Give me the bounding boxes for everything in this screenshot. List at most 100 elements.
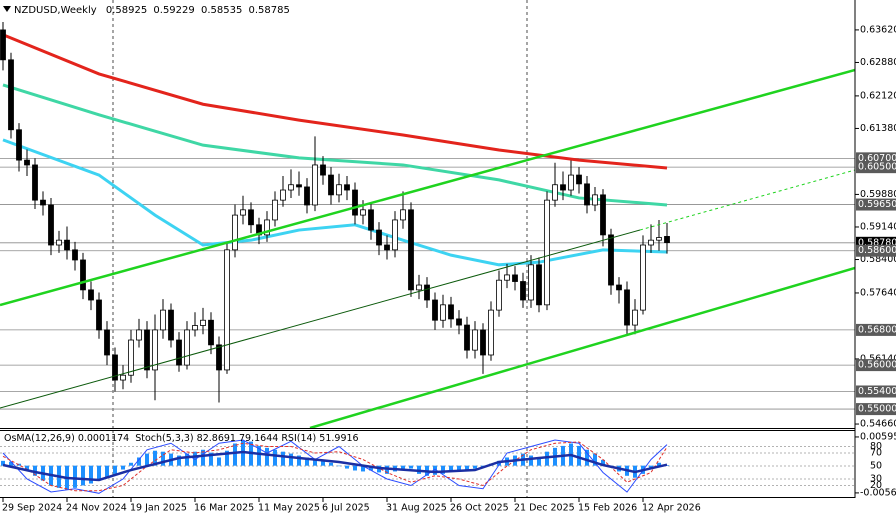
candle-body — [584, 183, 590, 206]
y-tick-label: -0.00565 — [860, 487, 896, 498]
candle-body — [648, 239, 654, 246]
candle-body — [168, 309, 174, 341]
indicator-line — [2, 441, 668, 492]
candle-body — [576, 174, 582, 185]
candle-body — [592, 194, 598, 206]
osma-bar — [97, 465, 101, 481]
osma-last: 0.0001174 — [78, 433, 129, 444]
candle-body — [200, 319, 206, 326]
osma-bar — [465, 465, 469, 470]
y2-tick-label: 70 — [870, 448, 882, 459]
indicator-panel — [0, 430, 855, 497]
candle-body — [560, 184, 566, 191]
candle-body — [360, 209, 366, 216]
osma-bar — [129, 462, 133, 466]
last-close: 0.58785 — [249, 5, 290, 16]
candle-body — [224, 249, 230, 371]
osma-bar — [137, 457, 141, 466]
y-tick-label: 0.54660 — [860, 419, 896, 430]
symbol: NZDUSD,Weekly — [14, 5, 97, 16]
candle-body — [280, 189, 286, 201]
candle-body — [528, 264, 534, 301]
candle-body — [88, 289, 94, 301]
osma-bar — [233, 443, 237, 466]
candle-body — [464, 324, 470, 351]
candle-body — [424, 284, 430, 301]
x-tick-label: 15 Feb 2026 — [578, 503, 637, 514]
candle-body — [136, 329, 142, 341]
candle-body — [112, 354, 118, 381]
osma-bar — [345, 465, 349, 469]
candle-body — [72, 249, 78, 261]
candle-body — [16, 129, 22, 161]
candle-body — [480, 329, 486, 356]
osma-name: OsMA(12,26,9) — [4, 433, 75, 444]
level-label: 0.55000 — [858, 404, 896, 415]
candle-body — [616, 284, 622, 291]
osma-bar — [225, 450, 229, 466]
stoch-name: Stoch(5,3,3) — [135, 433, 193, 444]
candle-body — [568, 174, 574, 191]
candle-body — [8, 59, 14, 131]
candle-body — [320, 164, 326, 176]
osma-bar — [473, 465, 477, 469]
candle-body — [336, 184, 342, 196]
osma-bar — [153, 450, 157, 466]
candle-body — [48, 204, 54, 246]
osma-bar — [601, 459, 605, 466]
last-low: 0.58535 — [201, 5, 242, 16]
osma-bar — [17, 463, 21, 466]
candle-body — [288, 184, 294, 191]
osma-bar — [9, 461, 13, 466]
osma-bar — [585, 449, 589, 466]
candle-body — [456, 318, 462, 326]
candle-body — [512, 274, 518, 282]
osma-bar — [305, 457, 309, 466]
y2-tick-label: 80 — [870, 441, 882, 452]
candle-body — [144, 329, 150, 371]
candle-body — [176, 339, 182, 366]
osma-bar — [113, 465, 117, 474]
osma-bar — [457, 465, 461, 471]
candle-body — [368, 209, 374, 231]
level-label-bg — [856, 244, 896, 257]
level-label: 0.60700 — [858, 153, 896, 164]
candle-body — [656, 237, 662, 241]
x-tick-label: 29 Sep 2024 — [2, 503, 62, 514]
chart-header: NZDUSD,Weekly 0.58925 0.59229 0.58535 0.… — [14, 5, 290, 16]
x-tick-label: 31 Aug 2025 — [386, 503, 447, 514]
candle-body — [312, 164, 318, 206]
level-label-bg — [856, 198, 896, 211]
candle-body — [408, 209, 414, 291]
trend-line — [309, 266, 855, 428]
candle-body — [664, 236, 670, 243]
level-label-bg — [856, 359, 896, 372]
stoch-d-last: 79.1644 — [239, 433, 278, 444]
trend-lines — [0, 68, 855, 428]
x-tick-label: 6 Jul 2025 — [322, 503, 370, 514]
candle-body — [392, 219, 398, 251]
candle-body — [264, 219, 270, 236]
osma-bar — [81, 465, 85, 486]
trend-line — [0, 68, 855, 307]
candle-body — [32, 164, 38, 201]
osma-bar — [281, 451, 285, 466]
candle-body — [416, 284, 422, 291]
x-tick-label: 11 May 2025 — [258, 503, 320, 514]
candle-body — [0, 29, 6, 61]
candle-body — [248, 209, 254, 226]
candle-body — [40, 199, 46, 206]
x-tick-label: 21 Dec 2025 — [514, 503, 575, 514]
osma-bar — [265, 447, 269, 466]
osma-bar — [177, 455, 181, 466]
osma-bar — [577, 445, 581, 466]
level-label: 0.56800 — [858, 324, 896, 335]
x-tick-label: 19 Jan 2025 — [130, 503, 187, 514]
osma-bar — [201, 449, 205, 466]
candle-body — [208, 319, 214, 346]
osma-bar — [441, 465, 445, 474]
candle-body — [600, 194, 606, 236]
osma-bar — [313, 459, 317, 466]
